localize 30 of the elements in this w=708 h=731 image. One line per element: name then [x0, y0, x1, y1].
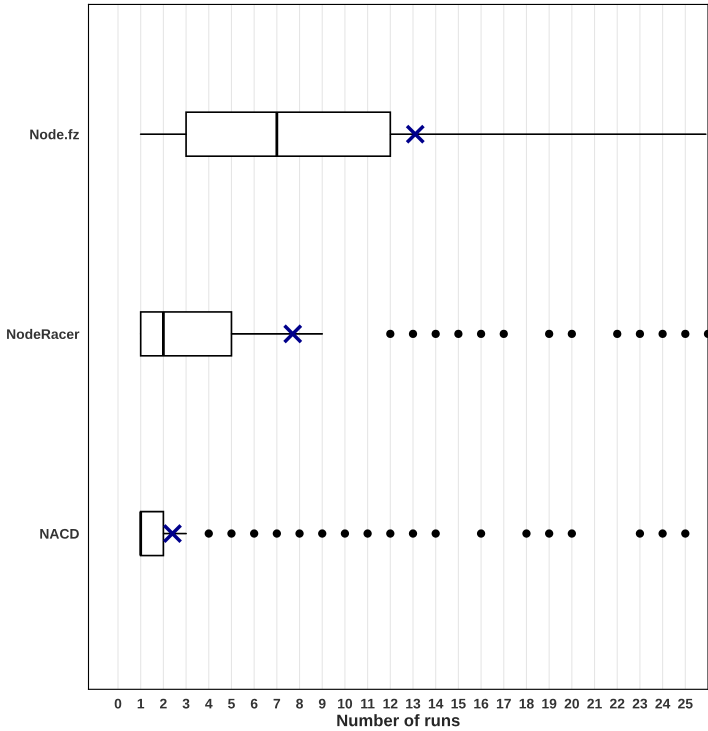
x-tick-label: 17 [496, 698, 511, 708]
x-tick-label: 16 [474, 698, 488, 709]
x-tick-label: 4 [205, 698, 213, 708]
x-tick-label: 12 [383, 698, 398, 708]
x-tick-label: 10 [338, 698, 352, 709]
y-tick-label: Node.fz [30, 129, 79, 140]
x-tick-label: 24 [655, 698, 670, 708]
x-tick-label: 20 [564, 698, 579, 709]
x-tick-label: 7 [274, 698, 280, 708]
x-tick-label: 19 [542, 698, 556, 709]
x-tick-label: 2 [160, 698, 167, 708]
x-tick-label: 15 [452, 698, 466, 709]
x-tick-label: 9 [318, 698, 326, 709]
x-tick-label: 13 [406, 698, 420, 709]
x-tick-label: 25 [678, 698, 693, 709]
x-tick-label: 18 [520, 698, 534, 709]
x-axis-title: Number of runs [337, 714, 460, 726]
x-tick-label: 1 [138, 698, 144, 708]
x-tick-label: 21 [587, 698, 602, 708]
x-tick-label: 3 [182, 698, 190, 709]
x-tick-label: 11 [361, 698, 375, 708]
y-tick-label: NACD [40, 528, 79, 539]
y-tick-label: NodeRacer [7, 328, 80, 340]
x-tick-label: 8 [296, 698, 303, 709]
x-tick-label: 23 [632, 698, 648, 709]
x-tick-label: 6 [250, 698, 258, 709]
x-tick-label: 0 [114, 698, 122, 709]
x-tick-label: 5 [228, 698, 235, 709]
x-tick-label: 22 [610, 698, 624, 708]
x-tick-label: 14 [428, 698, 444, 708]
